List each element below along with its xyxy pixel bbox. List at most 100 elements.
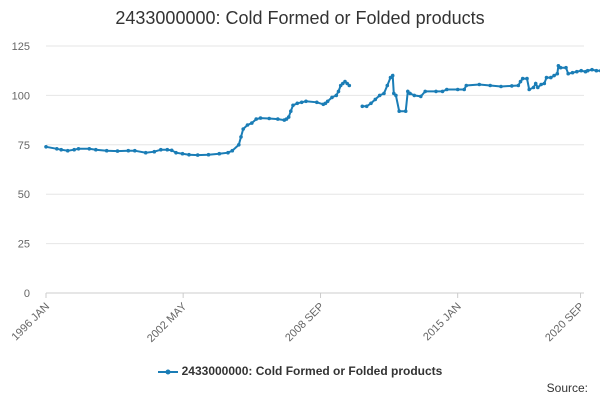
data-point xyxy=(250,121,254,125)
x-tick-label: 2008 SEP xyxy=(283,301,327,345)
data-point xyxy=(462,87,467,92)
data-point xyxy=(291,103,295,108)
data-point xyxy=(575,69,579,74)
data-series xyxy=(44,63,600,157)
data-point xyxy=(254,117,258,121)
data-point xyxy=(258,116,263,120)
data-point xyxy=(445,87,449,92)
data-point xyxy=(464,83,469,88)
data-point xyxy=(230,148,235,153)
data-point xyxy=(403,109,408,113)
data-point xyxy=(336,89,341,94)
y-tick-label: 50 xyxy=(18,189,30,201)
legend-label: 2433000000: Cold Formed or Folded produc… xyxy=(181,364,443,378)
data-point xyxy=(295,101,300,106)
y-tick-label: 125 xyxy=(12,41,30,53)
data-point xyxy=(590,67,594,72)
data-point xyxy=(536,85,540,90)
data-point xyxy=(245,123,250,127)
data-point xyxy=(304,99,308,104)
data-point xyxy=(570,70,575,75)
data-point xyxy=(440,89,445,94)
data-point xyxy=(241,127,245,131)
data-point xyxy=(542,81,547,86)
data-point xyxy=(315,100,319,105)
data-point xyxy=(237,143,241,147)
data-point xyxy=(206,152,211,157)
data-point xyxy=(347,83,352,88)
data-point xyxy=(286,115,291,119)
data-point xyxy=(525,76,529,81)
data-point xyxy=(390,73,395,78)
data-point xyxy=(555,71,560,76)
y-tick-label: 100 xyxy=(12,90,30,102)
data-point xyxy=(516,83,521,88)
data-point xyxy=(55,147,59,151)
data-point xyxy=(289,109,293,113)
data-point xyxy=(133,148,137,153)
data-point xyxy=(239,135,243,139)
data-point xyxy=(533,81,538,86)
data-point xyxy=(152,149,157,154)
data-point xyxy=(518,79,523,84)
data-point xyxy=(566,71,570,76)
data-point xyxy=(552,73,556,78)
data-point xyxy=(169,148,174,153)
data-point xyxy=(334,93,339,98)
data-point xyxy=(520,76,525,81)
legend-marker-icon xyxy=(157,369,178,375)
data-point xyxy=(579,68,583,73)
legend[interactable]: 2433000000: Cold Formed or Folded produc… xyxy=(0,364,600,378)
data-point xyxy=(423,89,428,94)
data-point xyxy=(585,68,590,73)
data-point xyxy=(488,83,493,88)
x-tick-label: 2020 SEP xyxy=(543,301,587,345)
data-point xyxy=(364,104,369,109)
data-point xyxy=(594,68,599,73)
data-point xyxy=(385,83,390,88)
data-point xyxy=(397,109,402,113)
data-point xyxy=(115,149,120,153)
data-point xyxy=(539,82,543,87)
x-axis-ticks: 1996 JAN 2002 MAY 2008 SEP 2015 JAN 2020 SEP xyxy=(9,293,587,345)
y-tick-label: 75 xyxy=(18,140,30,152)
series-line-segment-0 xyxy=(45,80,350,157)
y-tick-label: 25 xyxy=(18,239,30,251)
source-label: Source: xyxy=(546,381,588,395)
data-point xyxy=(419,94,423,99)
data-point xyxy=(72,147,76,152)
data-point xyxy=(558,65,563,70)
data-point xyxy=(564,65,568,70)
data-point xyxy=(360,104,365,109)
data-point xyxy=(59,147,63,152)
chart-title: 2433000000: Cold Formed or Folded produc… xyxy=(115,8,485,28)
data-point xyxy=(65,148,70,153)
data-point xyxy=(276,117,280,121)
data-point xyxy=(330,95,334,100)
data-point xyxy=(369,101,373,106)
data-point xyxy=(477,82,482,87)
data-point xyxy=(187,152,191,157)
x-tick-label: 1996 JAN xyxy=(9,301,52,344)
data-point xyxy=(165,147,170,152)
x-tick-label: 2015 JAN xyxy=(421,301,464,344)
data-point xyxy=(87,147,92,151)
data-point xyxy=(377,93,382,98)
data-point xyxy=(180,151,185,156)
data-point xyxy=(159,147,163,152)
data-point xyxy=(408,91,412,96)
data-point xyxy=(267,116,272,121)
data-point xyxy=(531,85,536,90)
data-point xyxy=(299,100,304,105)
data-point xyxy=(527,87,531,92)
data-point xyxy=(325,99,330,104)
data-point xyxy=(499,84,503,89)
data-point xyxy=(373,97,378,102)
data-point xyxy=(434,89,438,94)
data-point xyxy=(412,93,417,98)
x-tick-label: 2002 MAY xyxy=(145,300,190,345)
data-point xyxy=(510,84,514,88)
data-point xyxy=(455,87,460,92)
data-point xyxy=(174,150,178,155)
